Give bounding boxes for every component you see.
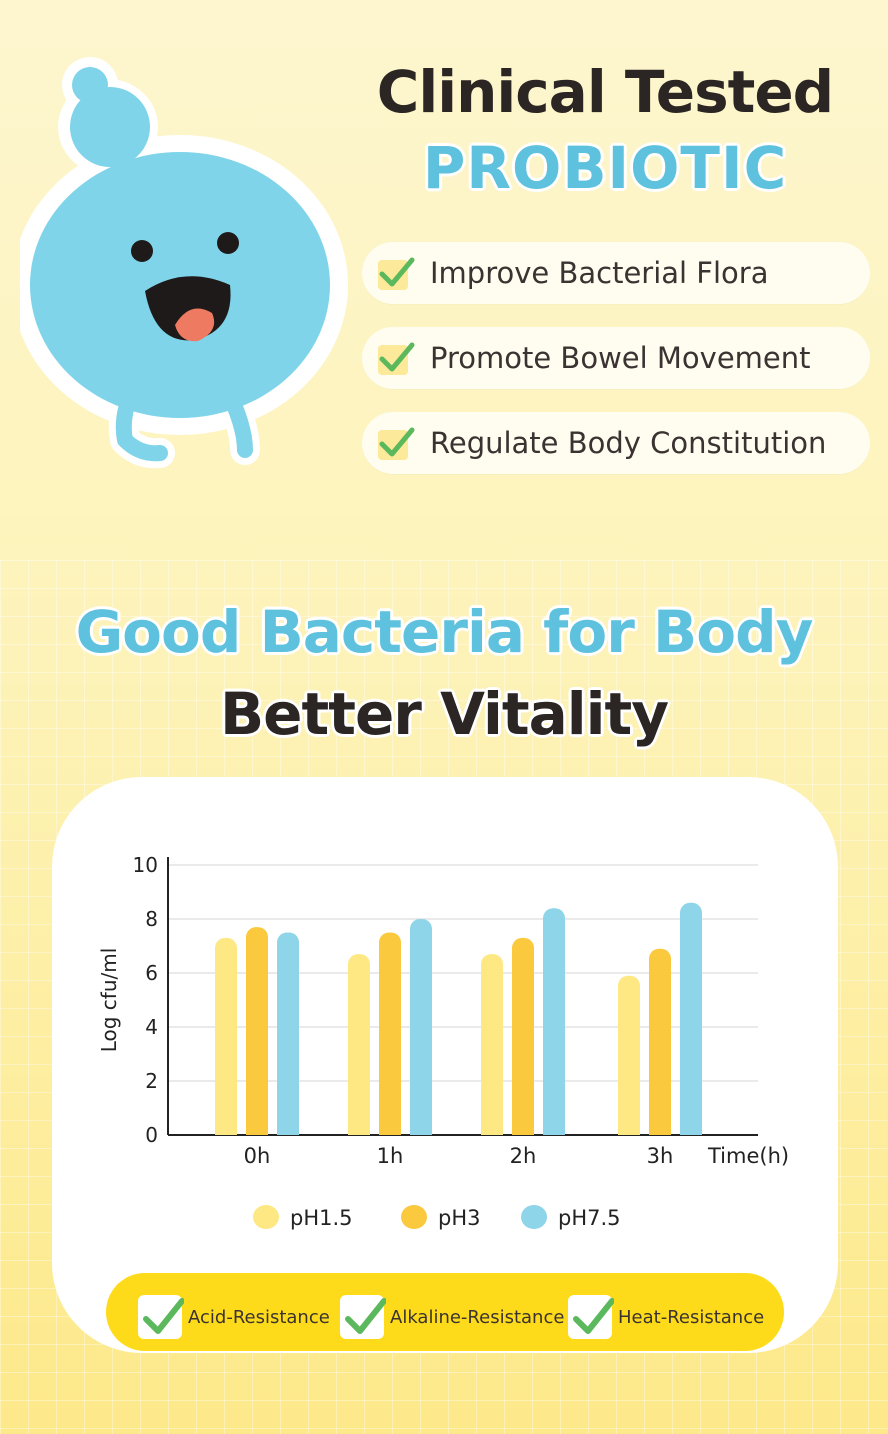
section-title-better-vitality: Better Vitality xyxy=(219,680,669,748)
legend-label: pH7.5 xyxy=(558,1206,621,1230)
legend-swatch xyxy=(401,1205,427,1229)
bar-base xyxy=(348,1123,370,1135)
y-tick-label: 2 xyxy=(145,1069,158,1093)
benefit-label: Regulate Body Constitution xyxy=(430,426,827,460)
check-box xyxy=(138,1295,184,1339)
benefit-pill-constitution: Regulate Body Constitution xyxy=(362,412,870,474)
bar-base xyxy=(277,1123,299,1135)
check-icon xyxy=(378,427,415,460)
bar-base xyxy=(543,1123,565,1135)
y-axis-label: Log cfu/ml xyxy=(97,948,121,1053)
benefit-pill-bowel: Promote Bowel Movement xyxy=(362,327,870,389)
legend-swatch xyxy=(521,1205,547,1229)
check-box xyxy=(340,1295,386,1339)
benefit-label: Promote Bowel Movement xyxy=(430,341,811,375)
bar-pH7.5-3h xyxy=(680,902,702,1135)
x-axis-label: Time(h) xyxy=(707,1144,789,1168)
bar-pH3-3h xyxy=(649,948,671,1135)
x-tick-label: 1h xyxy=(377,1144,404,1168)
benefit-pill-flora: Improve Bacterial Flora xyxy=(362,242,870,304)
bar-pH3-2h xyxy=(512,937,534,1135)
bar-pH1.5-2h xyxy=(481,954,503,1135)
title-clinical-tested: Clinical Tested xyxy=(376,58,834,126)
bar-base xyxy=(512,1123,534,1135)
x-tick-label: 3h xyxy=(647,1144,674,1168)
bar-base xyxy=(246,1123,268,1135)
resistance-bar xyxy=(106,1273,784,1351)
bar-base xyxy=(680,1123,702,1135)
badge-label: Alkaline-Resistance xyxy=(390,1307,565,1328)
y-tick-label: 10 xyxy=(133,853,158,877)
y-tick-label: 0 xyxy=(145,1123,158,1147)
title-probiotic: PROBIOTIC xyxy=(422,134,788,202)
check-icon xyxy=(573,1298,614,1334)
chart-card xyxy=(52,777,838,1353)
x-tick-label: 0h xyxy=(244,1144,271,1168)
check-icon xyxy=(345,1298,386,1334)
legend-label: pH3 xyxy=(438,1206,480,1230)
y-tick-label: 8 xyxy=(145,907,158,931)
bar-chart: 0 2 4 6 8 10 Log cfu/ml 0h 1h 2h 3h Time(h) pH1.5 pH3… xyxy=(97,853,789,1230)
bar-base xyxy=(481,1123,503,1135)
bar-base xyxy=(410,1123,432,1135)
badge-label: Acid-Resistance xyxy=(188,1307,330,1328)
bar-pH7.5-2h xyxy=(543,908,565,1135)
legend-label: pH1.5 xyxy=(290,1206,353,1230)
bar-base xyxy=(649,1123,671,1135)
bar-pH1.5-0h xyxy=(215,937,237,1135)
bar-pH7.5-0h xyxy=(277,932,299,1135)
check-icon xyxy=(143,1298,184,1334)
legend-swatch xyxy=(253,1205,279,1229)
bar-pH3-0h xyxy=(246,927,268,1135)
bar-pH3-1h xyxy=(379,932,401,1135)
y-tick-label: 4 xyxy=(145,1015,158,1039)
badge-label: Heat-Resistance xyxy=(618,1307,765,1328)
bar-base xyxy=(379,1123,401,1135)
check-icon xyxy=(378,257,415,290)
check-box xyxy=(568,1295,614,1339)
bar-pH1.5-1h xyxy=(348,954,370,1135)
x-tick-label: 2h xyxy=(510,1144,537,1168)
mascot-illustration xyxy=(20,57,348,469)
check-icon xyxy=(378,342,415,375)
bar-pH1.5-3h xyxy=(618,975,640,1135)
bar-base xyxy=(618,1123,640,1135)
bar-pH7.5-1h xyxy=(410,919,432,1135)
bar-base xyxy=(215,1123,237,1135)
benefit-label: Improve Bacterial Flora xyxy=(430,256,769,290)
y-tick-label: 6 xyxy=(145,961,158,985)
section-title-good-bacteria: Good Bacteria for Body xyxy=(75,598,814,666)
